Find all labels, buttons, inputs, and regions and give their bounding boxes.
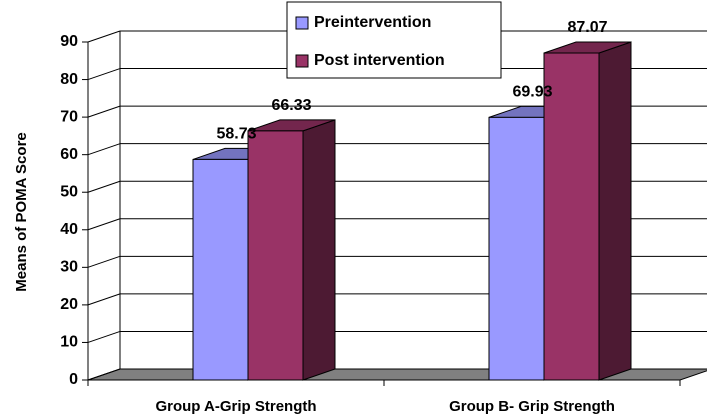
y-tick-label: 40 bbox=[60, 221, 78, 238]
y-tick-label: 20 bbox=[60, 296, 78, 313]
data-label: 58.73 bbox=[216, 126, 256, 143]
legend-label: Preintervention bbox=[314, 14, 431, 31]
bar-side bbox=[598, 41, 632, 381]
bar bbox=[543, 52, 600, 381]
x-tick-label: Group B- Grip Strength bbox=[449, 398, 615, 415]
data-label: 66.33 bbox=[271, 97, 311, 114]
y-tick-label: 0 bbox=[69, 371, 78, 388]
legend: Preintervention Post intervention bbox=[286, 1, 502, 79]
grid-line bbox=[87, 330, 121, 343]
grid-line bbox=[87, 293, 121, 306]
data-label: 87.07 bbox=[567, 19, 607, 36]
grid-line bbox=[87, 180, 121, 193]
y-tick-label: 70 bbox=[60, 108, 78, 125]
x-tick-label: Group A-Grip Strength bbox=[155, 398, 316, 415]
grid-line bbox=[87, 105, 121, 118]
y-tick-label: 30 bbox=[60, 259, 78, 276]
y-tick-label: 10 bbox=[60, 334, 78, 351]
grid-line bbox=[87, 68, 121, 81]
bar-side bbox=[302, 119, 336, 381]
y-tick-label: 90 bbox=[60, 33, 78, 50]
y-axis-label: Means of POMA Score bbox=[13, 132, 30, 291]
bar bbox=[488, 116, 545, 381]
legend-label: Post intervention bbox=[314, 52, 445, 69]
y-tick-label: 60 bbox=[60, 146, 78, 163]
bar bbox=[247, 130, 304, 381]
legend-swatch bbox=[295, 54, 309, 68]
legend-box bbox=[286, 1, 502, 79]
data-label: 69.93 bbox=[512, 84, 552, 101]
y-tick-label: 80 bbox=[60, 71, 78, 88]
grid-line bbox=[87, 368, 121, 381]
grid-line bbox=[87, 218, 121, 231]
y-tick-label: 50 bbox=[60, 183, 78, 200]
grid-line bbox=[87, 143, 121, 156]
grid-line bbox=[87, 30, 121, 43]
bar bbox=[192, 158, 249, 381]
legend-swatch bbox=[295, 16, 309, 30]
grid-line bbox=[87, 255, 121, 268]
